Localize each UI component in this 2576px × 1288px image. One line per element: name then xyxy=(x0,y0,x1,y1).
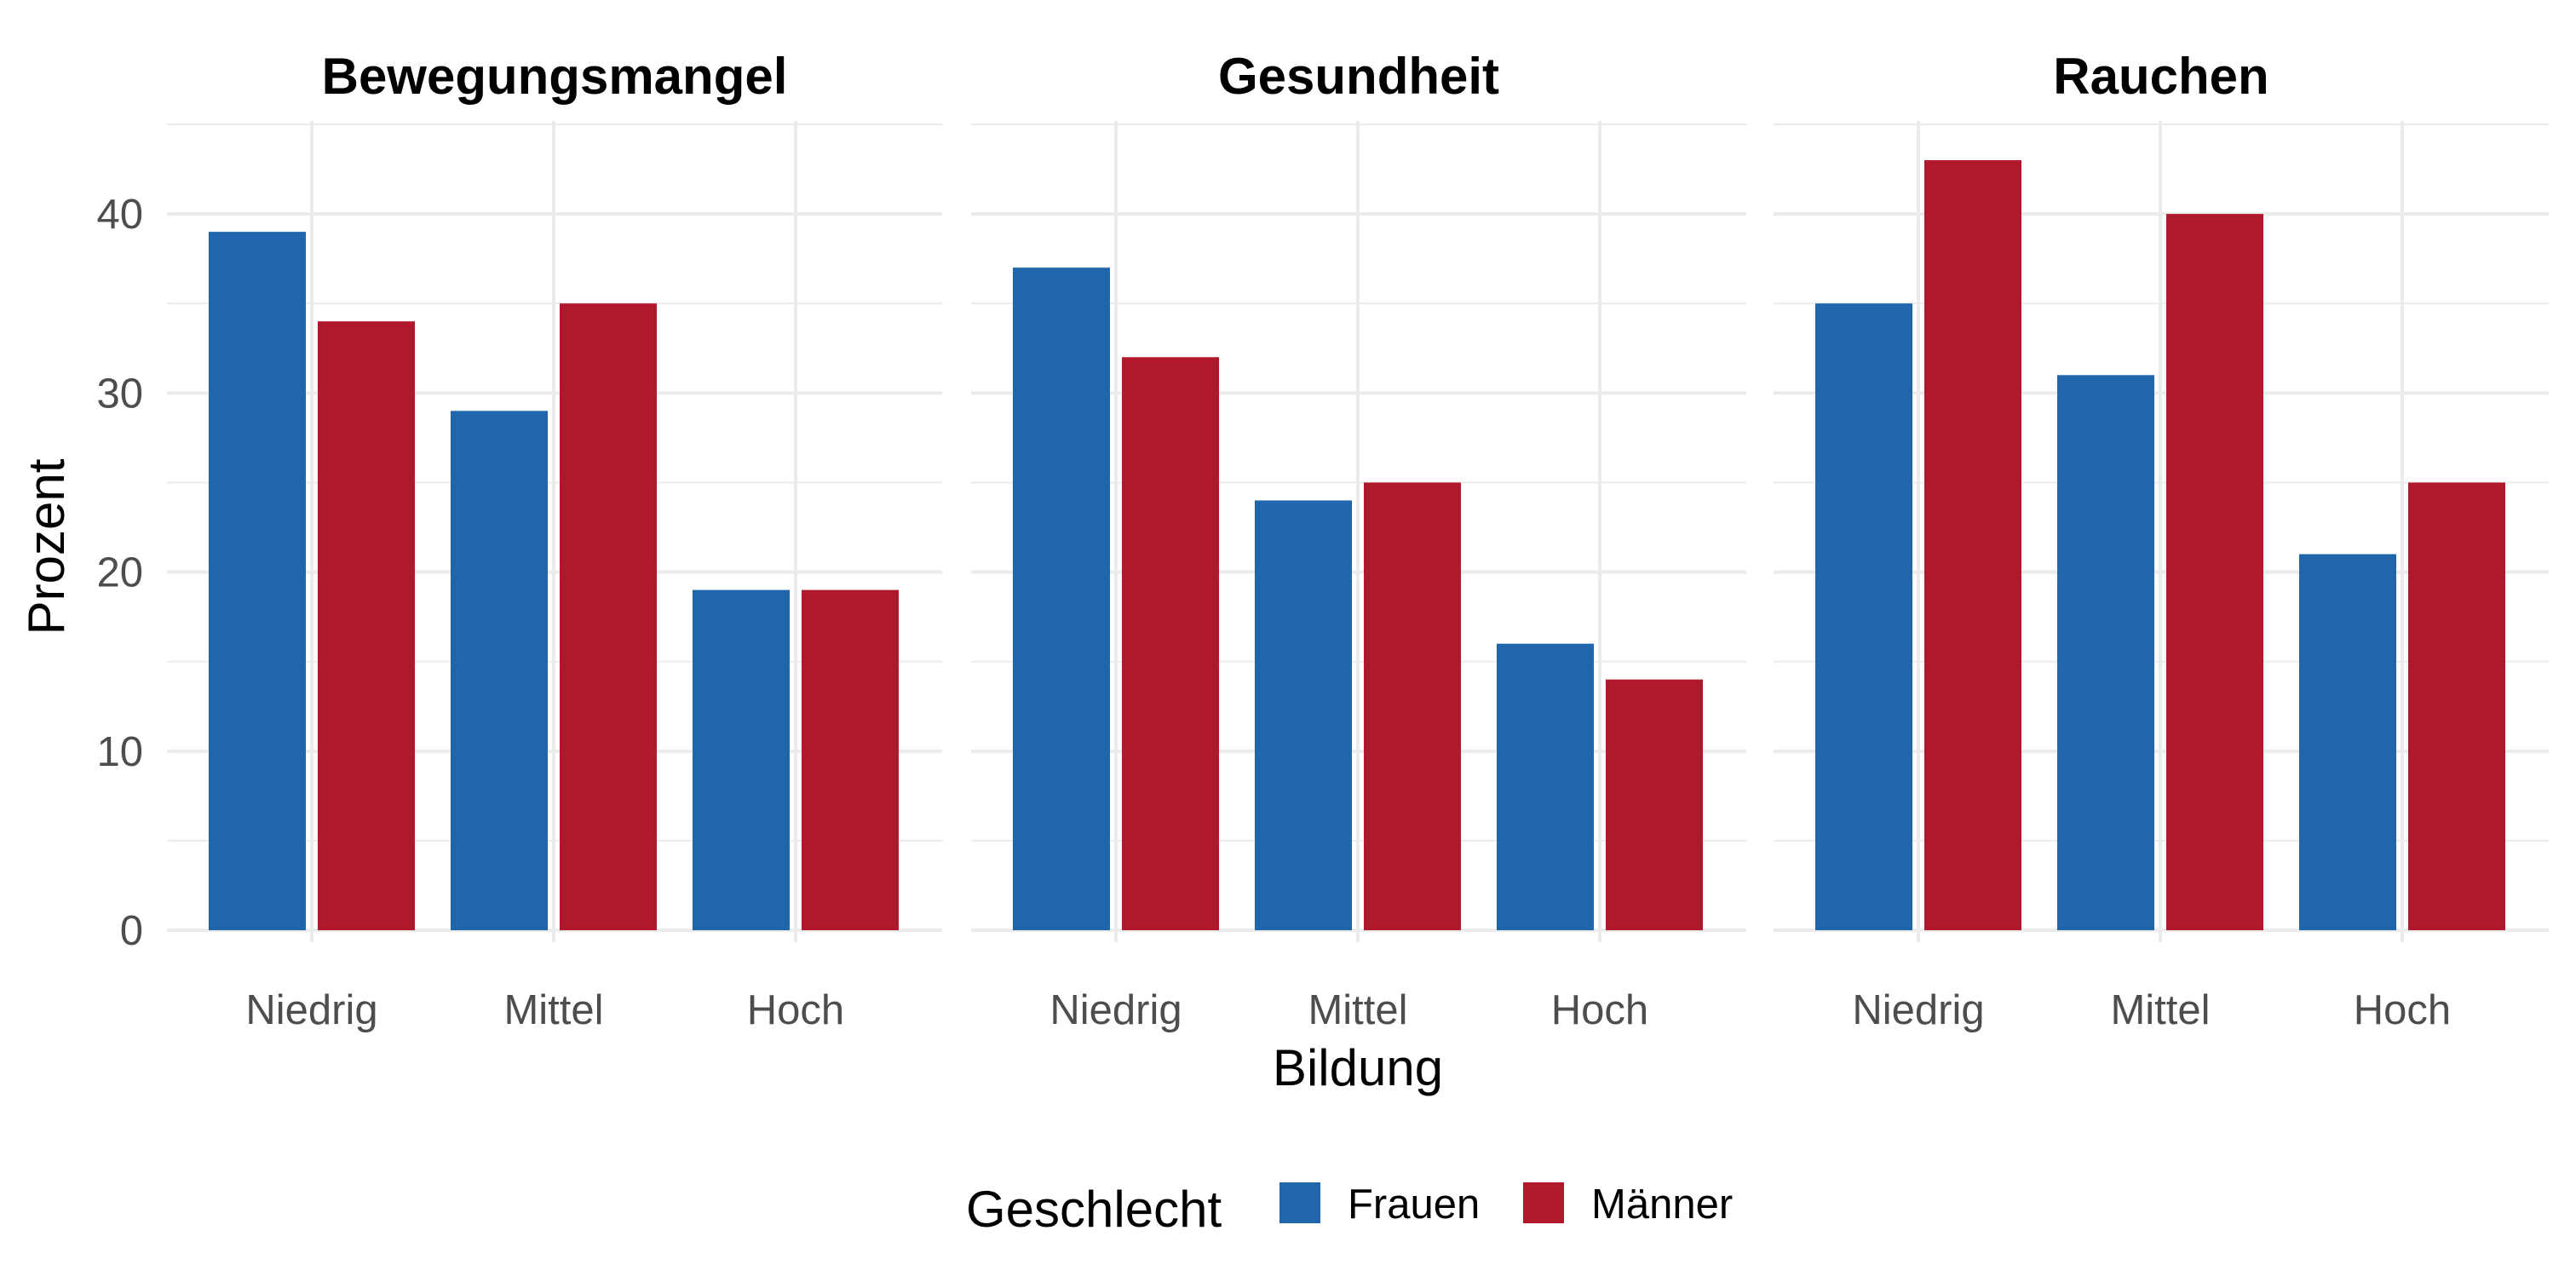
legend-label: Frauen xyxy=(1348,1182,1480,1228)
legend-label: Männer xyxy=(1591,1182,1733,1228)
y-tick-label: 40 xyxy=(96,192,143,238)
bar-mnner-mittel xyxy=(560,303,657,930)
facet-panel: Gesundheit Niedrig Mittel Hoch xyxy=(971,48,1746,1033)
bar-mnner-hoch xyxy=(1606,679,1703,930)
legend-title: Geschlecht xyxy=(966,1181,1222,1238)
bar-mnner-hoch xyxy=(802,589,899,930)
x-tick-label: Mittel xyxy=(503,987,603,1033)
legend: Geschlecht Frauen Männer xyxy=(966,1181,1733,1238)
y-tick-label: 30 xyxy=(96,371,143,417)
x-tick-label: Hoch xyxy=(747,987,844,1033)
chart-axes: Bildung Prozent xyxy=(18,458,1443,1096)
x-tick-label: Mittel xyxy=(2110,987,2210,1033)
bar-frauen-mittel xyxy=(1255,500,1352,930)
x-tick-label: Hoch xyxy=(1551,987,1648,1033)
y-tick-label: 0 xyxy=(120,908,143,954)
facet-panel: Rauchen Niedrig Mittel Hoch xyxy=(1774,48,2549,1033)
facet-title: Gesundheit xyxy=(1218,48,1499,105)
y-tick-label: 10 xyxy=(96,729,143,775)
bar-frauen-niedrig xyxy=(1013,267,1110,931)
facet-title: Rauchen xyxy=(2053,48,2268,105)
x-tick-label: Mittel xyxy=(1308,987,1407,1033)
x-axis-title: Bildung xyxy=(1273,1039,1443,1096)
bar-frauen-hoch xyxy=(693,589,790,930)
bar-frauen-mittel xyxy=(2057,375,2154,930)
bar-mnner-mittel xyxy=(1364,482,1461,930)
x-tick-label: Niedrig xyxy=(1852,987,1984,1033)
bar-mnner-niedrig xyxy=(1924,160,2021,931)
legend-key-frauen xyxy=(1279,1182,1320,1223)
bar-frauen-niedrig xyxy=(1815,303,1912,930)
bar-mnner-hoch xyxy=(2408,482,2505,930)
bar-frauen-hoch xyxy=(1497,643,1594,930)
y-tick-label: 20 xyxy=(96,550,143,596)
x-tick-label: Niedrig xyxy=(245,987,377,1033)
bar-mnner-niedrig xyxy=(1122,357,1219,930)
y-axis-title: Prozent xyxy=(18,458,75,635)
chart-panels: 0 10 20 30 40 Bewegungsmangel Niedrig Mittel Hoc… xyxy=(96,48,2549,1033)
x-tick-label: Hoch xyxy=(2354,987,2451,1033)
bar-frauen-hoch xyxy=(2299,554,2396,930)
x-tick-label: Niedrig xyxy=(1049,987,1182,1033)
bar-frauen-mittel xyxy=(451,411,548,930)
bar-frauen-niedrig xyxy=(209,232,306,931)
facet-panel: Bewegungsmangel Niedrig Mittel Hoch xyxy=(167,48,942,1033)
facet-title: Bewegungsmangel xyxy=(322,48,788,105)
bar-mnner-mittel xyxy=(2166,214,2263,931)
bar-mnner-niedrig xyxy=(318,321,415,930)
legend-key-maenner xyxy=(1523,1182,1564,1223)
